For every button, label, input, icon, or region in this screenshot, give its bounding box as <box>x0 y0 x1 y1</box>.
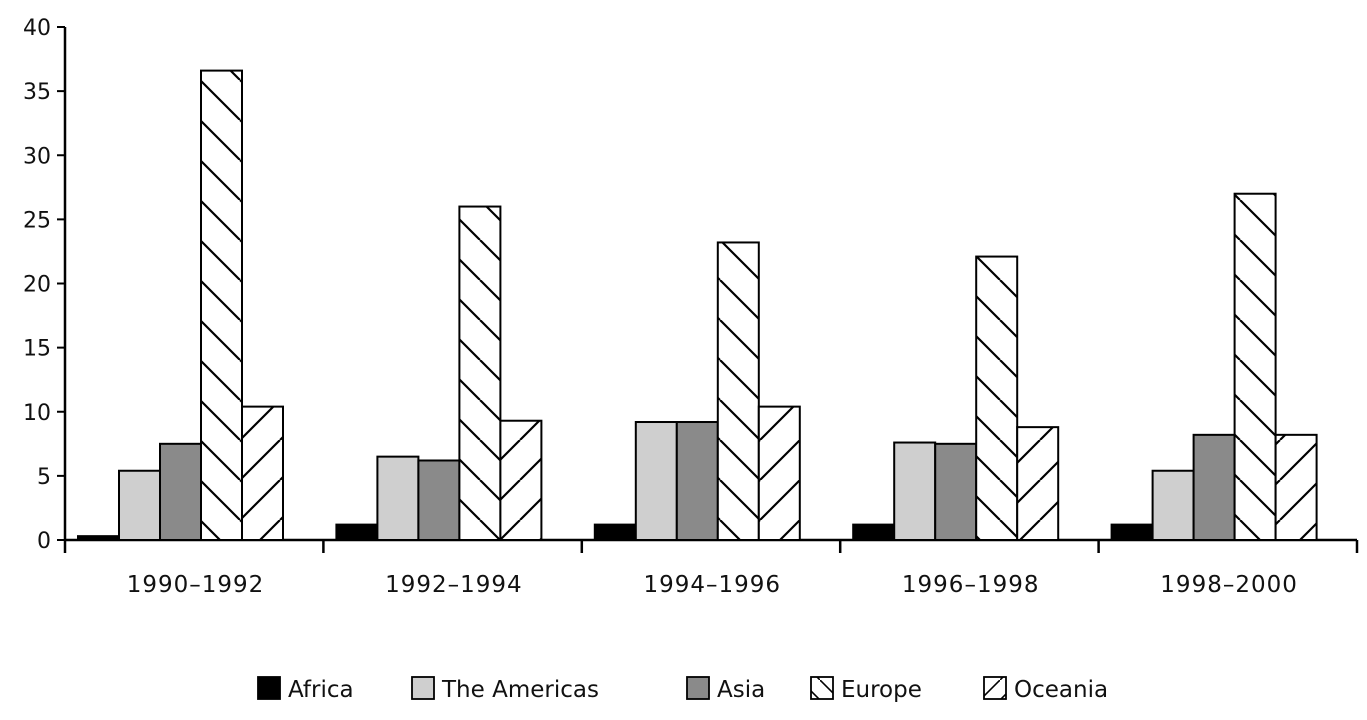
bar-oceania-0 <box>241 405 284 541</box>
category-labels: 1990–1992 1992–1994 1994–1996 1996–1998 1998… <box>127 572 1298 598</box>
legend-swatch-oceania <box>983 676 1007 700</box>
bar-africa-4 <box>1110 523 1154 541</box>
y-tick-label: 5 <box>37 465 51 490</box>
bar-asia-2 <box>675 421 719 542</box>
y-tick-label: 0 <box>37 529 51 554</box>
bar-africa-1 <box>335 523 379 541</box>
bar-europe-3 <box>975 255 1019 541</box>
bar-europe-4 <box>1233 192 1277 541</box>
legend-label: Africa <box>288 677 354 703</box>
category-label: 1992–1994 <box>385 572 523 598</box>
category-label: 1990–1992 <box>127 572 265 598</box>
legend-label: Oceania <box>1014 677 1108 703</box>
y-tick-label: 35 <box>23 80 51 105</box>
legend-label: Asia <box>717 677 765 703</box>
y-tick-label: 20 <box>23 273 51 298</box>
bar-asia-4 <box>1192 433 1236 541</box>
y-tick-label: 25 <box>23 208 51 233</box>
y-tick-label: 10 <box>23 401 51 426</box>
bar-the-americas-3 <box>893 441 937 541</box>
bar-oceania-3 <box>1016 426 1060 542</box>
bar-asia-0 <box>159 442 202 541</box>
legend-label: The Americas <box>441 677 599 703</box>
bar-oceania-2 <box>757 405 801 541</box>
bar-europe-2 <box>716 241 760 542</box>
legend-swatch-the-americas <box>411 676 435 700</box>
legend-swatch-africa <box>257 676 281 700</box>
bar-africa-0 <box>77 535 120 542</box>
bar-oceania-4 <box>1274 433 1318 541</box>
legend-swatch-europe <box>810 676 834 700</box>
category-label: 1994–1996 <box>644 572 782 598</box>
y-axis: 0 5 10 15 20 25 30 35 40 <box>23 16 67 554</box>
category-label: 1998–2000 <box>1160 572 1298 598</box>
legend: Africa The Americas Asia Europe Oceania <box>257 676 1108 703</box>
bar-the-americas-1 <box>376 455 420 542</box>
legend-swatch-asia <box>686 676 710 700</box>
bar-asia-1 <box>417 459 461 541</box>
bars <box>77 69 1318 542</box>
y-tick-label: 40 <box>23 16 51 41</box>
bar-the-americas-2 <box>634 421 678 542</box>
bar-africa-3 <box>852 523 896 541</box>
legend-label: Europe <box>841 677 922 703</box>
bar-europe-0 <box>200 69 243 541</box>
bar-the-americas-0 <box>118 469 161 541</box>
bar-oceania-1 <box>499 419 543 542</box>
bar-asia-3 <box>934 442 978 541</box>
y-tick-label: 15 <box>23 337 51 362</box>
y-tick-label: 30 <box>23 144 51 169</box>
x-axis <box>63 538 1359 553</box>
bar-the-americas-4 <box>1151 469 1195 541</box>
bar-africa-2 <box>593 523 637 541</box>
category-label: 1996–1998 <box>902 572 1040 598</box>
bar-europe-1 <box>458 205 502 542</box>
